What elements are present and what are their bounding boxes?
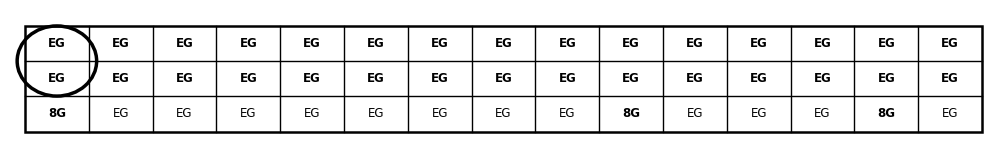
Text: EG: EG: [750, 37, 768, 50]
Text: EG: EG: [240, 107, 257, 120]
Text: EG: EG: [622, 72, 640, 85]
Text: EG: EG: [750, 72, 768, 85]
Text: EG: EG: [431, 107, 448, 120]
Text: EG: EG: [622, 37, 640, 50]
Text: EG: EG: [239, 72, 257, 85]
Text: EG: EG: [431, 37, 449, 50]
Text: EG: EG: [48, 72, 66, 85]
Text: EG: EG: [941, 37, 959, 50]
Text: EG: EG: [176, 37, 193, 50]
Text: EG: EG: [495, 72, 512, 85]
Text: EG: EG: [367, 37, 385, 50]
Text: EG: EG: [558, 37, 576, 50]
Text: 8G: 8G: [48, 107, 66, 120]
Text: EG: EG: [814, 107, 831, 120]
Text: EG: EG: [112, 37, 130, 50]
Text: EG: EG: [814, 37, 831, 50]
Text: EG: EG: [686, 37, 704, 50]
Text: EG: EG: [495, 107, 512, 120]
Text: EG: EG: [942, 107, 958, 120]
Text: EG: EG: [368, 107, 384, 120]
Text: EG: EG: [303, 72, 321, 85]
Text: EG: EG: [112, 72, 130, 85]
Text: EG: EG: [112, 107, 129, 120]
Text: 8G: 8G: [622, 107, 640, 120]
Text: EG: EG: [367, 72, 385, 85]
Text: EG: EG: [877, 72, 895, 85]
Text: EG: EG: [877, 37, 895, 50]
Text: EG: EG: [239, 37, 257, 50]
Text: EG: EG: [687, 107, 703, 120]
Text: EG: EG: [176, 72, 193, 85]
Text: EG: EG: [750, 107, 767, 120]
Text: EG: EG: [686, 72, 704, 85]
Text: EG: EG: [431, 72, 449, 85]
Text: EG: EG: [303, 37, 321, 50]
Bar: [25, 26, 982, 132]
Text: EG: EG: [304, 107, 320, 120]
Text: EG: EG: [941, 72, 959, 85]
Text: 8G: 8G: [877, 107, 895, 120]
Text: EG: EG: [48, 37, 66, 50]
Text: EG: EG: [814, 72, 831, 85]
Text: EG: EG: [558, 72, 576, 85]
Text: EG: EG: [495, 37, 512, 50]
Text: EG: EG: [176, 107, 193, 120]
Text: EG: EG: [559, 107, 576, 120]
